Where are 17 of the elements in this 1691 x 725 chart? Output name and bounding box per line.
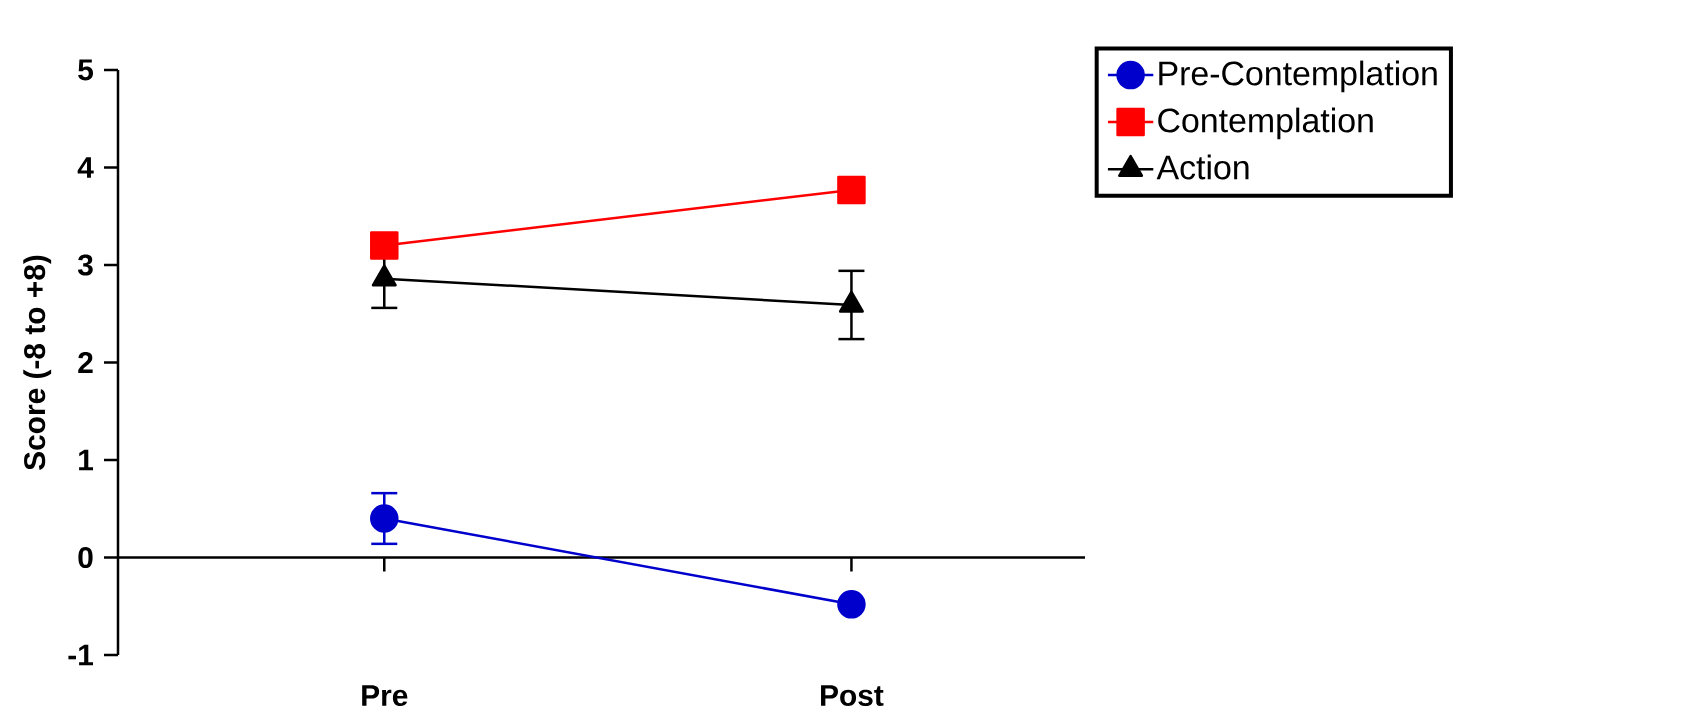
y-tick-label: -1 [68, 644, 94, 666]
x-tick-label: Post [821, 685, 884, 707]
legend-label: Action [1156, 154, 1249, 180]
legend-label: Pre-Contemplation [1159, 60, 1437, 93]
point [837, 590, 866, 619]
y-tick-label: 0 [78, 546, 93, 569]
y-tick-label: 4 [77, 157, 94, 178]
y-tick-label: 3 [77, 254, 93, 276]
y-tick-label: 1 [79, 449, 94, 471]
legend-label: Contemplation [1158, 107, 1373, 140]
y-tick-label: 5 [78, 59, 94, 81]
point [837, 175, 866, 205]
y-tick-label: 2 [78, 352, 93, 373]
x-tick-label: Pre [362, 685, 408, 707]
y-axis-title: Score (-8 to +8) [23, 255, 52, 471]
point [370, 504, 399, 533]
point [370, 231, 399, 260]
